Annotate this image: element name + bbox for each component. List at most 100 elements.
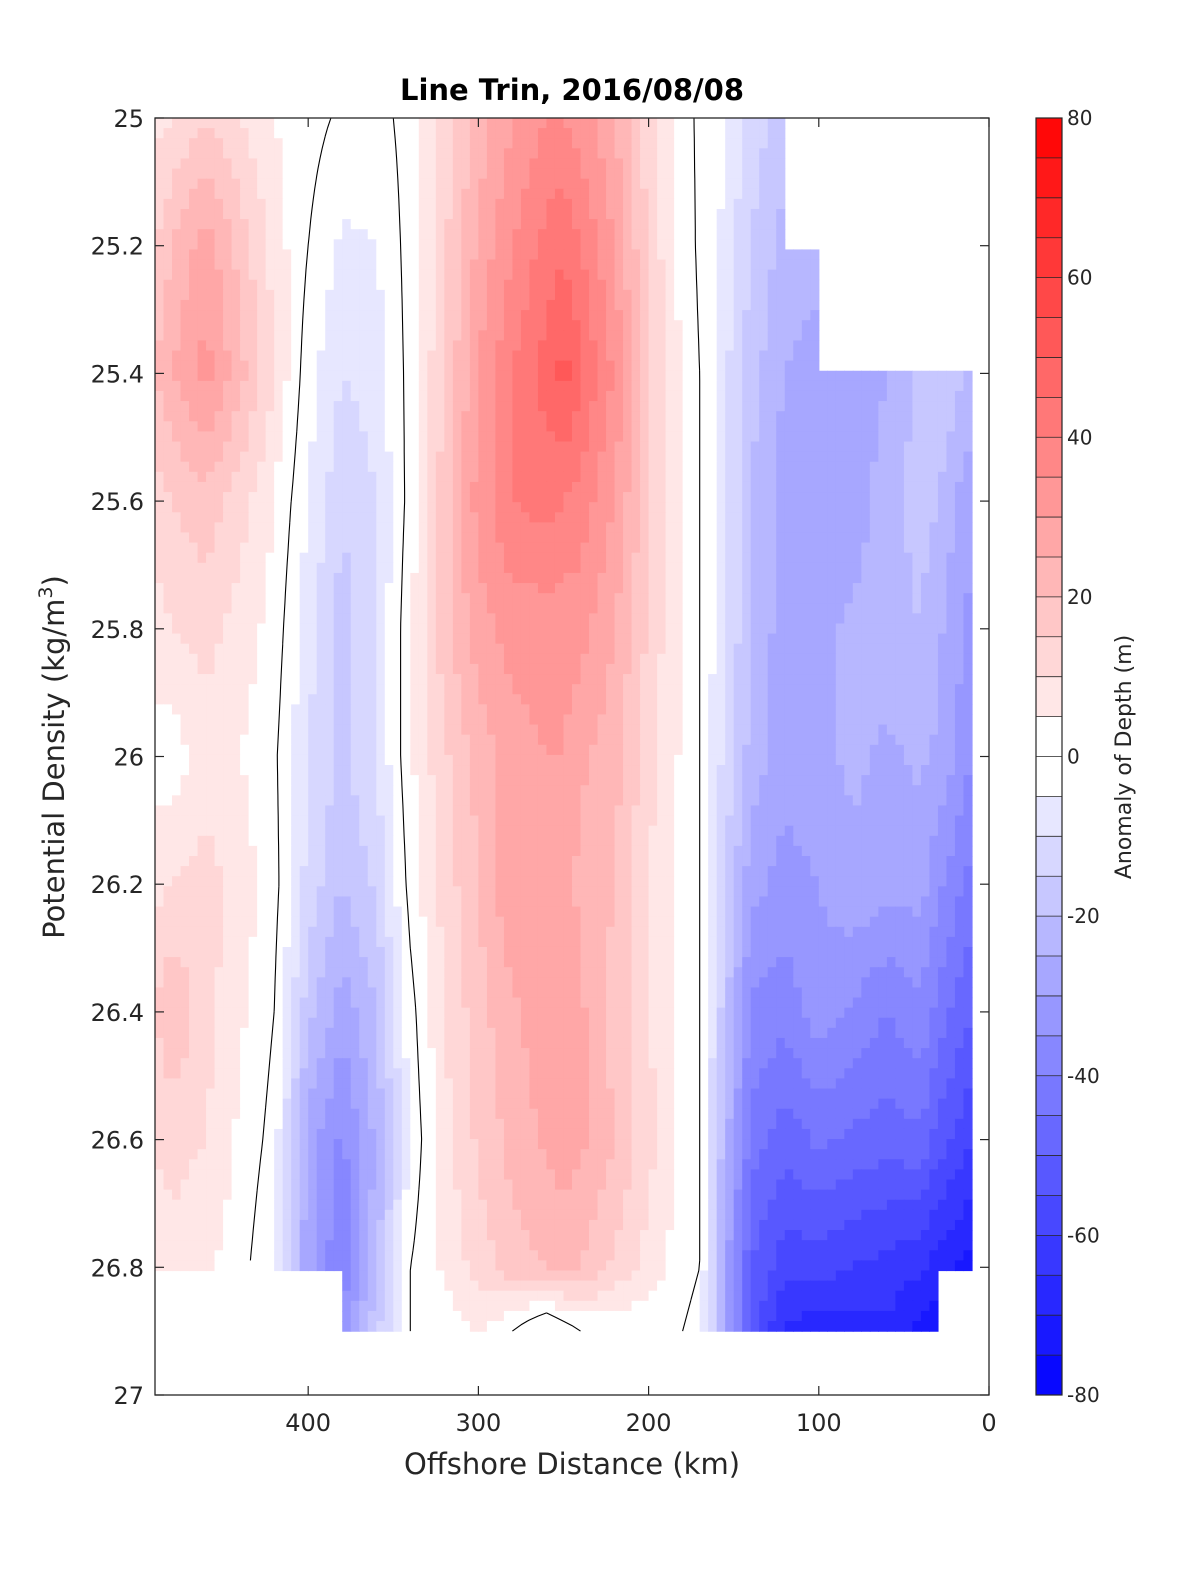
field-cell: [486, 128, 497, 139]
field-cell: [827, 674, 837, 685]
field-cell: [699, 380, 709, 392]
field-cell: [248, 552, 258, 564]
field-cell: [767, 289, 777, 301]
field-cell: [640, 421, 650, 432]
field-cell: [529, 229, 539, 240]
field-cell: [844, 512, 854, 523]
field-cell: [776, 542, 786, 554]
field-cell: [861, 522, 871, 534]
field-cell: [937, 512, 948, 523]
field-cell: [240, 411, 250, 422]
field-cell: [495, 552, 505, 564]
field-cell: [750, 643, 760, 655]
field-cell: [155, 380, 165, 392]
field-cell: [674, 219, 684, 230]
field-cell: [682, 623, 692, 635]
field-cell: [835, 562, 845, 574]
field-cell: [852, 674, 862, 685]
field-cell: [486, 340, 497, 352]
field-cell: [163, 279, 173, 291]
field-cell: [231, 633, 241, 645]
field-cell: [597, 684, 607, 695]
field-cell: [393, 411, 403, 422]
field-cell: [308, 583, 318, 594]
field-cell: [299, 380, 309, 392]
field-cell: [861, 542, 871, 554]
field-cell: [520, 178, 531, 190]
field-cell: [657, 118, 667, 129]
field-cell: [435, 502, 445, 513]
field-cell: [257, 350, 267, 362]
field-cell: [725, 512, 735, 523]
field-cell: [282, 320, 292, 331]
field-cell: [503, 674, 514, 685]
field-cell: [554, 481, 565, 493]
field-cell: [342, 623, 352, 635]
field-cell: [393, 390, 403, 402]
field-cell: [435, 552, 445, 564]
field-cell: [410, 562, 420, 574]
field-cell: [376, 552, 386, 564]
field-cell: [886, 653, 896, 665]
field-cell: [316, 239, 326, 251]
field-cell: [520, 663, 531, 675]
field-cell: [776, 118, 786, 129]
field-cell: [954, 411, 965, 422]
field-cell: [793, 441, 803, 453]
field-cell: [844, 633, 854, 645]
field-cell: [699, 259, 709, 271]
field-cell: [580, 370, 590, 382]
field-cell: [954, 663, 965, 675]
field-cell: [912, 502, 922, 513]
field-cell: [563, 613, 573, 625]
field-cell: [954, 512, 965, 523]
field-cell: [427, 512, 437, 523]
field-cell: [452, 492, 462, 503]
field-cell: [469, 663, 479, 675]
field-cell: [410, 552, 420, 564]
field-cell: [674, 188, 684, 200]
field-cell: [623, 289, 633, 301]
field-cell: [903, 421, 914, 432]
field-cell: [818, 461, 828, 473]
field-cell: [444, 350, 454, 362]
field-cell: [691, 522, 701, 534]
field-cell: [189, 431, 199, 443]
field-cell: [537, 299, 548, 311]
field-cell: [291, 330, 301, 342]
field-cell: [597, 492, 607, 503]
field-cell: [640, 411, 650, 422]
field-cell: [197, 350, 207, 362]
field-cell: [333, 492, 343, 503]
field-cell: [325, 299, 335, 311]
field-cell: [903, 633, 914, 645]
field-cell: [316, 279, 326, 291]
field-cell: [963, 532, 973, 544]
field-cell: [503, 441, 514, 453]
field-cell: [418, 542, 428, 554]
field-cell: [172, 411, 182, 422]
field-cell: [810, 279, 820, 291]
field-cell: [886, 431, 896, 443]
field-cell: [486, 583, 497, 594]
field-cell: [554, 168, 565, 180]
field-cell: [418, 431, 428, 443]
field-cell: [384, 562, 394, 574]
field-cell: [793, 603, 803, 614]
field-cell: [180, 411, 190, 422]
field-cell: [554, 461, 565, 473]
field-cell: [308, 360, 318, 372]
field-cell: [589, 249, 599, 261]
field-cell: [384, 208, 394, 220]
field-cell: [214, 390, 224, 402]
field-cell: [291, 158, 301, 170]
field-cell: [342, 138, 352, 149]
field-cell: [240, 360, 250, 372]
field-cell: [818, 663, 828, 675]
field-cell: [759, 188, 769, 200]
field-cell: [648, 259, 658, 271]
field-cell: [172, 562, 182, 574]
field-cell: [257, 239, 267, 251]
field-cell: [461, 249, 471, 261]
field-cell: [759, 138, 769, 149]
